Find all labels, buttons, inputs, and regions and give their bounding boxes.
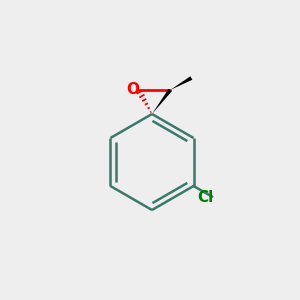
Polygon shape bbox=[152, 89, 172, 114]
Polygon shape bbox=[170, 76, 192, 90]
Text: Cl: Cl bbox=[197, 190, 213, 205]
Text: O: O bbox=[126, 82, 139, 97]
